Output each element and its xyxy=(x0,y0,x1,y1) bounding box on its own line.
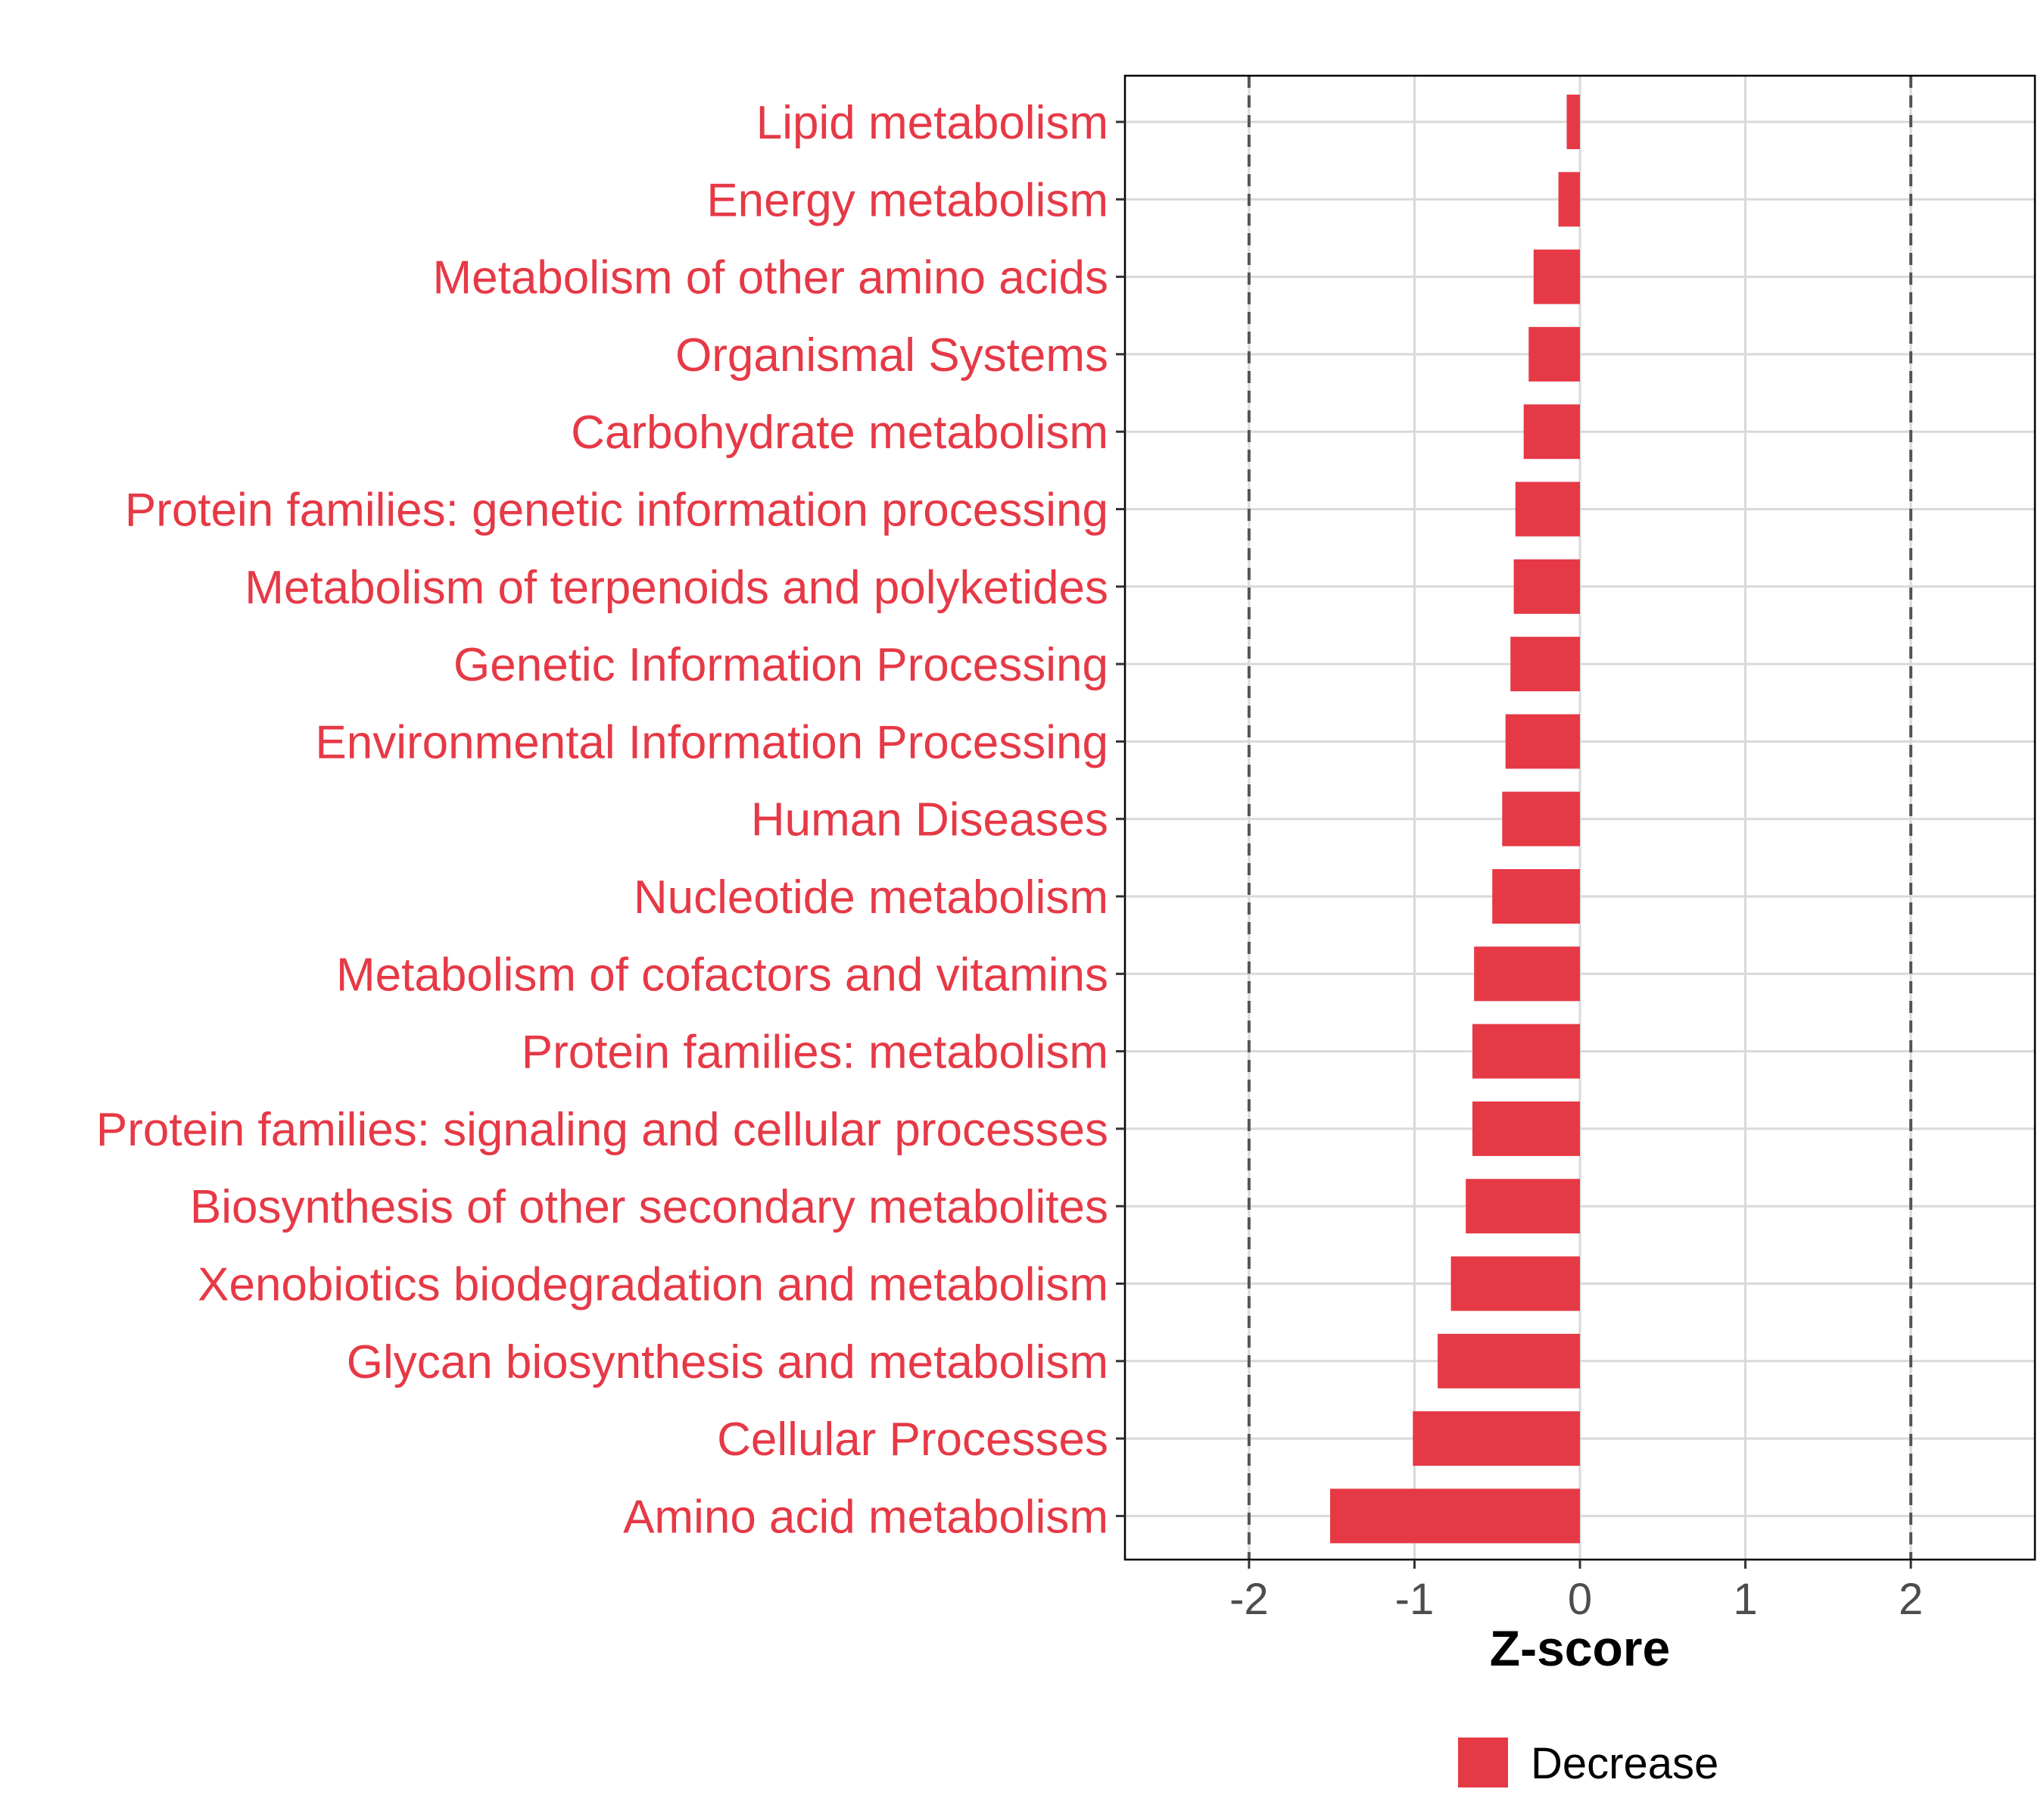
bar xyxy=(1472,1101,1580,1156)
bar xyxy=(1474,946,1580,1002)
x-tick-label: 1 xyxy=(1733,1575,1757,1624)
bar xyxy=(1438,1333,1580,1388)
bar xyxy=(1566,95,1580,149)
x-tick-label: -1 xyxy=(1395,1575,1435,1624)
bar xyxy=(1450,1256,1580,1311)
bar xyxy=(1466,1179,1580,1234)
category-label: Cellular Processes xyxy=(717,1413,1108,1466)
bar xyxy=(1533,249,1580,304)
bar xyxy=(1472,1024,1580,1079)
x-tick-label: 2 xyxy=(1899,1575,1923,1624)
bar xyxy=(1523,404,1580,460)
x-axis-title: Z-score xyxy=(1490,1620,1670,1676)
category-label: Genetic Information Processing xyxy=(453,639,1108,691)
x-tick-label: -2 xyxy=(1229,1575,1269,1624)
category-label: Organismal Systems xyxy=(675,329,1108,382)
category-label: Glycan biosynthesis and metabolism xyxy=(347,1336,1108,1388)
legend: Decrease xyxy=(1458,1738,1718,1788)
bar xyxy=(1413,1411,1580,1466)
category-label: Protein families: signaling and cellular… xyxy=(96,1104,1108,1156)
reference-lines xyxy=(1247,76,1913,1560)
bar xyxy=(1502,791,1580,846)
x-axis-ticks: -2 -1 0 1 2 xyxy=(1229,1560,1923,1624)
category-label: Protein families: genetic information pr… xyxy=(125,485,1108,537)
bar xyxy=(1510,637,1580,692)
bars xyxy=(1329,95,1580,1544)
bar xyxy=(1329,1488,1580,1544)
bar xyxy=(1515,482,1580,537)
category-label: Environmental Information Processing xyxy=(315,716,1108,768)
category-labels: Lipid metabolism Energy metabolism Metabol… xyxy=(96,97,1125,1543)
category-label: Xenobiotics biodegradation and metabolis… xyxy=(198,1259,1108,1311)
bar xyxy=(1505,714,1580,769)
bar xyxy=(1528,326,1580,382)
category-label: Energy metabolism xyxy=(706,174,1108,226)
category-label: Human Diseases xyxy=(751,794,1108,846)
bar xyxy=(1513,559,1580,614)
legend-label-decrease: Decrease xyxy=(1531,1739,1718,1788)
bar xyxy=(1558,172,1580,227)
category-label: Metabolism of other amino acids xyxy=(432,252,1108,304)
category-label: Metabolism of terpenoids and polyketides xyxy=(245,562,1108,614)
x-tick-label: 0 xyxy=(1568,1575,1592,1624)
category-label: Carbohydrate metabolism xyxy=(571,407,1108,459)
bar xyxy=(1492,869,1580,924)
legend-key-decrease xyxy=(1458,1738,1508,1787)
category-label: Nucleotide metabolism xyxy=(634,871,1108,924)
category-label: Protein families: metabolism xyxy=(522,1027,1108,1079)
category-label: Amino acid metabolism xyxy=(623,1491,1108,1543)
category-label: Metabolism of cofactors and vitamins xyxy=(336,949,1108,1001)
category-label: Lipid metabolism xyxy=(756,97,1108,149)
category-label: Biosynthesis of other secondary metaboli… xyxy=(190,1181,1108,1233)
